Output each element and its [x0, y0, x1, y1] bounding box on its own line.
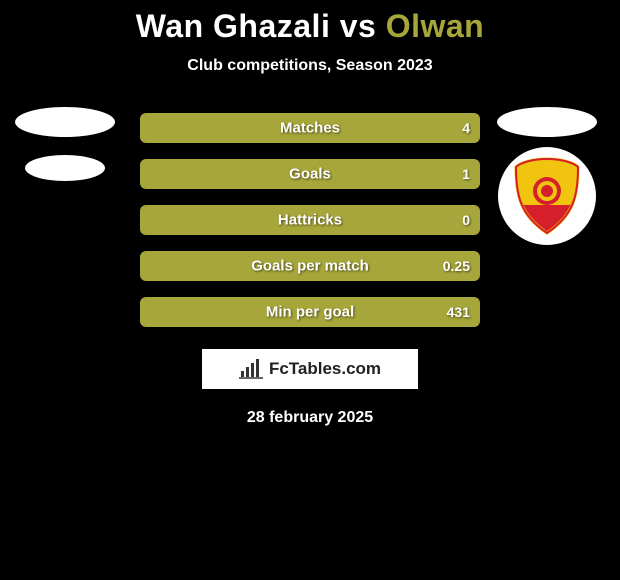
page-title: Wan Ghazali vs Olwan: [0, 0, 620, 45]
stat-rows: Matches 4 Goals 1 Hattricks 0 Goals per …: [140, 113, 480, 327]
club-crest: [498, 147, 596, 245]
brand-box[interactable]: FcTables.com: [202, 349, 418, 389]
stat-label: Hattricks: [278, 212, 342, 229]
stat-row-mpg: Min per goal 431: [140, 297, 480, 327]
stat-label: Goals: [289, 166, 331, 183]
bar-chart-icon: [239, 359, 263, 379]
stat-label: Matches: [280, 120, 340, 137]
stat-row-goals: Goals 1: [140, 159, 480, 189]
right-badge-1: [497, 107, 597, 137]
stat-row-gpm: Goals per match 0.25: [140, 251, 480, 281]
player2-name: Olwan: [386, 8, 485, 44]
left-badge-2: [25, 155, 105, 181]
vs-label: vs: [340, 8, 377, 44]
brand-text: FcTables.com: [269, 359, 381, 379]
stat-value-right: 0.25: [443, 258, 470, 274]
stat-value-right: 0: [462, 212, 470, 228]
stat-value-right: 431: [447, 304, 470, 320]
subtitle: Club competitions, Season 2023: [0, 57, 620, 75]
stat-row-hattricks: Hattricks 0: [140, 205, 480, 235]
stats-area: Matches 4 Goals 1 Hattricks 0 Goals per …: [0, 113, 620, 327]
left-badges: [10, 107, 120, 181]
stat-value-right: 4: [462, 120, 470, 136]
player1-name: Wan Ghazali: [136, 8, 331, 44]
stat-label: Min per goal: [266, 304, 354, 321]
date-line: 28 february 2025: [0, 409, 620, 427]
right-badges: [492, 107, 602, 245]
left-badge-1: [15, 107, 115, 137]
shield-icon: [512, 157, 582, 235]
stat-label: Goals per match: [251, 258, 369, 275]
stat-value-right: 1: [462, 166, 470, 182]
stat-row-matches: Matches 4: [140, 113, 480, 143]
